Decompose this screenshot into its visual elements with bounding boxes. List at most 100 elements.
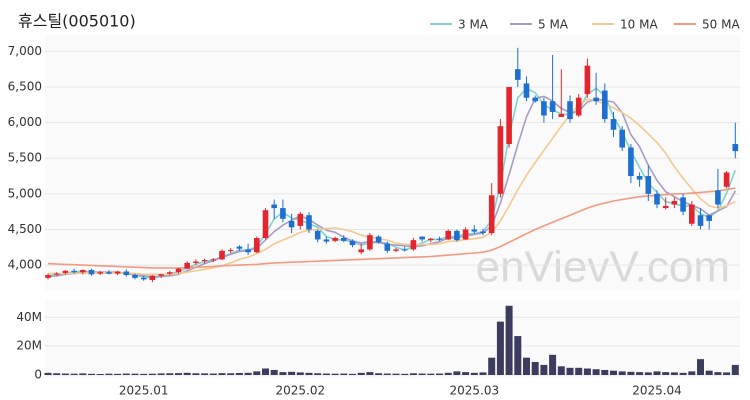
candle-body [349, 240, 356, 246]
candle-body [71, 270, 77, 273]
volume-bar [148, 373, 156, 375]
candle-body [584, 65, 591, 95]
candle-body [662, 205, 669, 209]
candle-body [158, 274, 164, 276]
x-tick-label: 2025.01 [119, 384, 169, 398]
candle-body [201, 260, 208, 262]
volume-bar [549, 354, 557, 375]
candle-body [515, 69, 521, 80]
candle-body [184, 262, 190, 269]
candle-body [419, 236, 425, 240]
volume-bar [357, 372, 365, 375]
volume-bar [540, 364, 548, 375]
candle-body [715, 190, 721, 205]
volume-bar [444, 372, 452, 375]
volume-bar [714, 372, 722, 375]
volume-bar [253, 371, 261, 375]
candle-body [149, 275, 156, 281]
volume-bar [601, 369, 609, 375]
volume-bar [618, 371, 626, 375]
volume-bar [653, 371, 661, 375]
candle-body [410, 240, 417, 250]
candle-body [384, 243, 391, 251]
volume-bar [496, 321, 504, 375]
candle-body [471, 229, 478, 232]
y-tick-label: 0 [34, 368, 42, 382]
x-tick-label: 2025.02 [275, 384, 325, 398]
candle-body [549, 101, 556, 112]
watermark: enVievV.com [476, 243, 730, 292]
candle-body [123, 271, 130, 276]
candle-body [53, 273, 60, 275]
volume-bar [305, 372, 313, 375]
candle-body [341, 238, 347, 241]
volume-bar [366, 372, 374, 375]
volume-bar [114, 373, 122, 375]
volume-bar [270, 369, 278, 375]
candle-body [723, 172, 730, 187]
candle-body [306, 215, 312, 230]
volume-bar [331, 373, 339, 375]
volume-bar [723, 372, 731, 375]
volume-bar [61, 373, 69, 375]
candle-body [297, 213, 304, 226]
volume-bar [227, 373, 235, 375]
candle-body [454, 230, 460, 241]
volume-bar [279, 372, 287, 375]
candle-body [393, 249, 399, 251]
chart-title: 휴스틸(005010) [18, 12, 136, 31]
candle-body [567, 101, 573, 120]
volume-bar [575, 367, 583, 375]
volume-bar [505, 305, 513, 375]
y-tick-label: 4,500 [8, 222, 42, 236]
volume-bar [262, 368, 269, 375]
volume-bar [131, 373, 139, 375]
volume-bar [697, 359, 704, 375]
ma-line [47, 187, 736, 269]
volume-bar [44, 372, 52, 375]
candle-body [541, 101, 547, 116]
volume-bar [583, 368, 591, 375]
candle-body [254, 238, 260, 253]
candle-body [497, 126, 504, 194]
candle-body [140, 277, 147, 280]
x-tick-label: 2025.04 [632, 384, 682, 398]
volume-bar [462, 372, 470, 375]
volume-bar [209, 373, 217, 375]
volume-bar [453, 371, 461, 375]
candle-body [262, 210, 269, 239]
volume-bar [592, 369, 600, 375]
volume-bar [235, 372, 243, 375]
ma-line [48, 98, 736, 276]
volume-bar [636, 372, 644, 375]
volume-bar [96, 373, 104, 375]
candle-body [593, 97, 599, 102]
volume-bar [349, 373, 356, 375]
candle-body [628, 147, 634, 177]
candle-body [80, 270, 86, 273]
candle-body [367, 235, 373, 250]
volume-bar [627, 371, 635, 375]
volume-bar [166, 373, 174, 375]
candle-body [654, 193, 660, 205]
volume-bar [731, 364, 739, 375]
legend-label: 5 MA [538, 18, 569, 32]
candle-body [314, 230, 321, 240]
volume-bar [122, 373, 130, 375]
volume-bar [105, 373, 113, 375]
volume-bar [644, 372, 652, 375]
volume-bar [470, 372, 478, 375]
volume-bar [70, 373, 78, 375]
price-plot-area [45, 35, 740, 290]
candle-body [480, 231, 486, 234]
candle-body [488, 195, 495, 234]
y-tick-label: 6,000 [8, 115, 42, 129]
candle-body [706, 215, 712, 221]
candle-body [358, 249, 364, 253]
candle-body [462, 229, 469, 240]
volume-bar [401, 373, 409, 375]
candle-body [671, 200, 678, 205]
volume-bar [610, 370, 617, 375]
volume-bar [705, 370, 713, 375]
candle-body [636, 176, 643, 180]
